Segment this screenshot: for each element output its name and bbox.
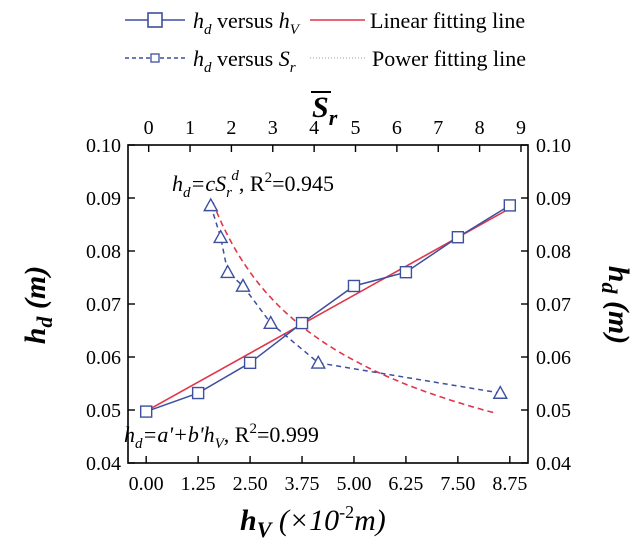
- right-tick-label: 0.10: [536, 135, 571, 157]
- bottom-tick-label: 0.00: [129, 473, 164, 495]
- data-point-triangle: [235, 278, 251, 292]
- annotation-power-fit: hd=cSrd, R2=0.945: [172, 168, 334, 201]
- data-point-square: [295, 316, 309, 330]
- left-tick-label: 0.07: [86, 294, 121, 316]
- bottom-tick-label: 1.25: [181, 473, 216, 495]
- data-point-square: [191, 386, 205, 400]
- data-point-square: [139, 405, 153, 418]
- top-tick-label: 9: [516, 117, 526, 139]
- top-tick-label: 5: [351, 117, 361, 139]
- right-tick-label: 0.08: [536, 241, 571, 263]
- legend-label-power-fit: Power fitting line: [372, 46, 526, 71]
- legend: hd versus hV Linear fitting line hd vers…: [125, 8, 526, 76]
- top-tick-label: 7: [433, 117, 443, 139]
- legend-label-linear-fit: Linear fitting line: [370, 8, 525, 33]
- annotation-linear-fit: hd=a'+b'hV, R2=0.999: [124, 421, 319, 452]
- data-point-square: [503, 199, 517, 212]
- right-tick-label: 0.09: [536, 188, 571, 210]
- right-axis-title: hd (m): [597, 266, 635, 345]
- data-point-triangle: [310, 354, 326, 369]
- data-point-square: [347, 279, 361, 293]
- data-point-square: [243, 356, 257, 370]
- legend-marker-small-square: [150, 53, 160, 63]
- legend-label-hd-vs-hv: hd versus hV: [193, 8, 301, 38]
- top-tick-label: 0: [144, 117, 154, 139]
- top-tick-label: 6: [392, 117, 402, 139]
- top-tick-label: 1: [185, 117, 195, 139]
- top-tick-label: 2: [226, 117, 236, 139]
- right-tick-label: 0.06: [536, 347, 571, 369]
- legend-marker-square: [147, 12, 163, 28]
- right-tick-label: 0.04: [536, 453, 571, 475]
- right-tick-label: 0.07: [536, 294, 571, 316]
- legend-label-hd-vs-sr: hd versus Sr: [193, 46, 296, 76]
- left-tick-label: 0.08: [86, 241, 121, 263]
- top-tick-label: 4: [309, 117, 319, 139]
- data-point-triangle: [263, 315, 279, 329]
- bottom-tick-label: 8.75: [492, 473, 527, 495]
- right-tick-label: 0.05: [536, 400, 571, 422]
- bottom-tick-label: 5.00: [336, 473, 371, 495]
- left-tick-label: 0.04: [86, 453, 121, 475]
- bottom-axis-title: hV (×10-2m): [240, 502, 386, 541]
- data-point-square: [399, 266, 413, 279]
- series-line-hd-vs-hv: [145, 204, 511, 413]
- data-point-square: [451, 231, 465, 244]
- left-tick-label: 0.06: [86, 347, 121, 369]
- left-axis-title: hd (m): [19, 266, 57, 345]
- plot-area: [139, 197, 517, 418]
- top-tick-label: 3: [268, 117, 278, 139]
- power-fit-curve: [212, 201, 497, 415]
- axes: 0.00 1.25 2.50 3.75 5.00 6.25 7.50 8.75 0 1 2 3 4 5 6 7…: [86, 117, 571, 495]
- bottom-tick-label: 2.50: [233, 473, 268, 495]
- data-point-triangle: [203, 197, 219, 212]
- bottom-tick-label: 6.25: [388, 473, 423, 495]
- top-axis-title: Sr: [312, 91, 338, 130]
- left-tick-label: 0.09: [86, 188, 121, 210]
- bottom-tick-label: 3.75: [285, 473, 320, 495]
- top-tick-label: 8: [475, 117, 485, 139]
- data-point-triangle: [220, 264, 236, 279]
- bottom-tick-label: 7.50: [440, 473, 475, 495]
- data-point-triangle: [492, 385, 508, 399]
- data-point-triangle: [212, 229, 229, 244]
- left-tick-label: 0.05: [86, 400, 121, 422]
- left-tick-label: 0.10: [86, 135, 121, 157]
